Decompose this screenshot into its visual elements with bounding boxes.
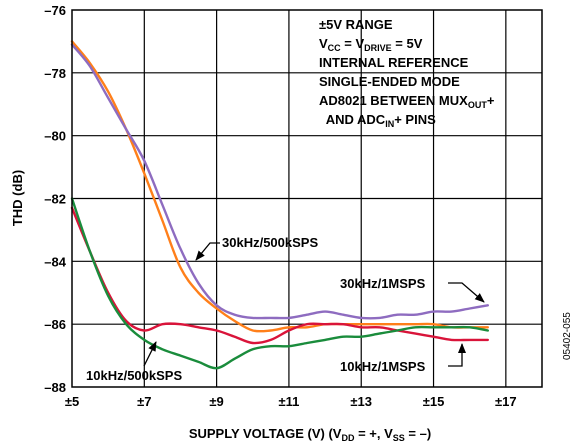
- x-axis-title: SUPPLY VOLTAGE (V) (VDD = +, VSS = –): [189, 426, 431, 443]
- series-line-30khz-500ksps: [70, 40, 489, 333]
- label-10khz-500ksps: 10kHz/500kSPS: [86, 368, 182, 383]
- leader-30khz-500ksps: [195, 242, 220, 261]
- label-30khz-1msps: 30kHz/1MSPS: [340, 276, 426, 291]
- x-tick-label: ±11: [278, 394, 299, 409]
- y-tick-label: –76: [44, 3, 66, 18]
- cond-pins: AND ADCIN+ PINS: [319, 112, 436, 129]
- label-30khz-500ksps: 30kHz/500kSPS: [222, 235, 318, 250]
- y-axis-title: THD (dB): [10, 170, 25, 226]
- x-tick-label: ±15: [423, 394, 445, 409]
- series-line-10khz-500ksps: [70, 197, 489, 370]
- cond-supply: VCC = VDRIVE = 5V: [319, 36, 423, 53]
- x-tick-label: ±9: [209, 394, 223, 409]
- data-series: [70, 40, 489, 370]
- cond-mode: SINGLE-ENDED MODE: [319, 74, 460, 89]
- series-line-10khz-1msps: [70, 206, 489, 345]
- y-tick-label: –78: [44, 66, 66, 81]
- x-tick-label: ±5: [65, 394, 79, 409]
- conditions-box: ±5V RANGE VCC = VDRIVE = 5V INTERNAL REF…: [319, 17, 495, 129]
- x-tick-labels: ±5 ±7 ±9 ±11 ±13 ±15 ±17: [65, 394, 517, 409]
- y-tick-label: –88: [44, 380, 66, 395]
- cond-range: ±5V RANGE: [319, 17, 393, 32]
- cond-reference: INTERNAL REFERENCE: [319, 55, 469, 70]
- y-tick-label: –84: [44, 254, 66, 269]
- leader-10khz-1msps: [448, 343, 466, 367]
- plot-frame: [71, 9, 543, 388]
- leader-10khz-500ksps: [143, 341, 157, 367]
- x-tick-label: ±7: [137, 394, 151, 409]
- x-tick-label: ±13: [350, 394, 372, 409]
- figure-id: 05402-055: [562, 312, 573, 360]
- y-tick-label: –82: [44, 192, 66, 207]
- leader-30khz-1msps: [448, 282, 485, 303]
- y-tick-label: –80: [44, 129, 66, 144]
- label-10khz-1msps: 10kHz/1MSPS: [340, 359, 426, 374]
- series-line-30khz-1msps: [70, 43, 489, 320]
- cond-amp: AD8021 BETWEEN MUXOUT+: [319, 93, 495, 110]
- x-tick-label: ±17: [495, 394, 517, 409]
- y-tick-labels: –88 –86 –84 –82 –80 –78 –76: [44, 3, 66, 395]
- y-tick-label: –86: [44, 317, 66, 332]
